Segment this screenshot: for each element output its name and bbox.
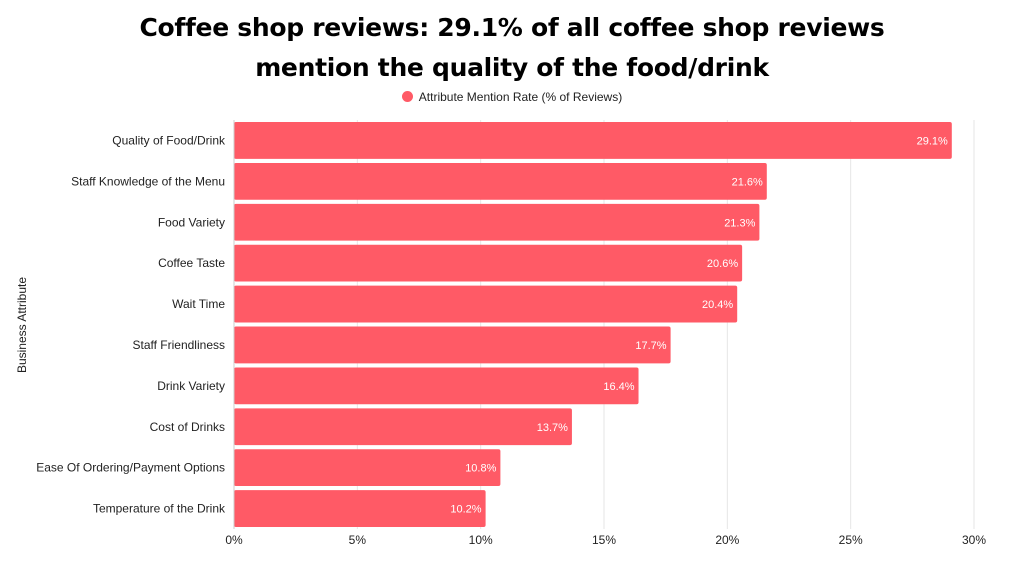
x-tick-label: 10% <box>469 533 493 547</box>
data-label: 17.7% <box>635 340 666 352</box>
bar <box>234 326 671 364</box>
category-label: Wait Time <box>172 297 225 311</box>
chart-legend: Attribute Mention Rate (% of Reviews) <box>0 90 1024 104</box>
bar <box>234 285 738 323</box>
bar <box>234 408 572 446</box>
data-label: 21.6% <box>732 176 763 188</box>
category-label: Food Variety <box>158 215 225 229</box>
category-label: Cost of Drinks <box>150 420 225 434</box>
x-tick-label: 5% <box>349 533 367 547</box>
data-label: 29.1% <box>917 135 948 147</box>
bar <box>234 203 760 241</box>
data-label: 21.3% <box>724 217 755 229</box>
bar <box>234 244 743 282</box>
data-label: 10.8% <box>465 463 496 475</box>
category-label: Staff Friendliness <box>133 338 226 352</box>
category-label: Staff Knowledge of the Menu <box>71 174 225 188</box>
bar <box>234 449 501 487</box>
x-tick-label: 25% <box>839 533 863 547</box>
x-tick-label: 30% <box>962 533 986 547</box>
x-tick-label: 20% <box>715 533 739 547</box>
bar <box>234 122 952 159</box>
category-label: Quality of Food/Drink <box>112 133 226 147</box>
x-tick-label: 0% <box>225 533 243 547</box>
category-label: Temperature of the Drink <box>93 502 226 516</box>
data-label: 20.4% <box>702 299 733 311</box>
bar <box>234 490 486 527</box>
chart-title: Coffee shop reviews: 29.1% of all coffee… <box>0 8 1024 88</box>
category-label: Ease Of Ordering/Payment Options <box>36 461 225 475</box>
data-label: 10.2% <box>450 504 481 516</box>
x-tick-label: 15% <box>592 533 616 547</box>
data-label: 16.4% <box>603 381 634 393</box>
bar <box>234 162 767 200</box>
data-label: 13.7% <box>537 422 568 434</box>
chart-title-line-1: Coffee shop reviews: 29.1% of all coffee… <box>139 13 885 42</box>
chart-title-line-2: mention the quality of the food/drink <box>255 53 769 82</box>
category-label: Coffee Taste <box>158 256 225 270</box>
category-label: Drink Variety <box>157 379 225 393</box>
legend-label: Attribute Mention Rate (% of Reviews) <box>418 90 623 104</box>
data-label: 20.6% <box>707 258 738 270</box>
bar <box>234 367 639 405</box>
legend-swatch-icon <box>401 91 413 102</box>
